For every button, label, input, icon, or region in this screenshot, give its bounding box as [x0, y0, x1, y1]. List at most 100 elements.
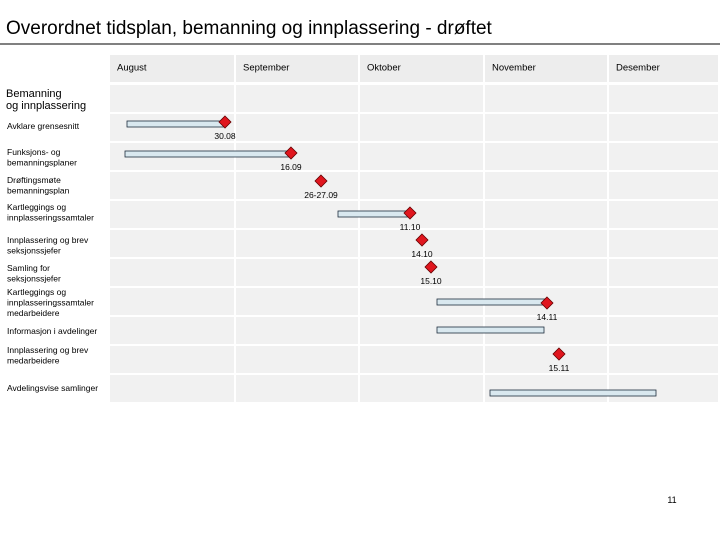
cell [609, 85, 718, 112]
page-number: 11 [667, 495, 676, 505]
month-header [110, 55, 234, 82]
month-label: August [117, 63, 147, 74]
milestone [424, 260, 438, 274]
milestone [540, 296, 554, 310]
cell [110, 346, 234, 373]
cell [236, 346, 358, 373]
cell [110, 259, 234, 286]
section-label: og innplassering [6, 100, 86, 112]
cell [485, 143, 607, 170]
cell [110, 114, 234, 141]
task-label: medarbeidere [7, 356, 60, 366]
task-label: Avklare grensesnitt [7, 121, 80, 131]
task-bar [124, 150, 291, 158]
month-header [609, 55, 718, 82]
cell [609, 317, 718, 344]
task-label: innplasseringssamtaler [7, 298, 94, 308]
cell [485, 172, 607, 199]
cell [236, 172, 358, 199]
month-header [236, 55, 358, 82]
milestone-date: 16.09 [280, 162, 302, 172]
milestone-date: 26-27.09 [304, 190, 338, 200]
month-header [485, 55, 607, 82]
cell [485, 375, 607, 402]
cell [110, 317, 234, 344]
cell [360, 85, 483, 112]
cell [110, 230, 234, 257]
milestone [415, 233, 429, 247]
cell [360, 346, 483, 373]
cell [110, 85, 234, 112]
milestone [403, 206, 417, 220]
task-bar [126, 120, 226, 128]
task-label: Kartleggings og [7, 287, 66, 297]
cell [609, 288, 718, 315]
cell [236, 317, 358, 344]
cell [236, 259, 358, 286]
task-label: bemanningsplaner [7, 158, 77, 168]
cell [609, 114, 718, 141]
cell [236, 114, 358, 141]
task-label: Innplassering og brev [7, 235, 89, 245]
cell [609, 375, 718, 402]
cell [110, 288, 234, 315]
milestone-date: 15.11 [549, 363, 570, 373]
task-label: seksjonssjefer [7, 274, 61, 284]
month-header [360, 55, 483, 82]
task-label: Innplassering og brev [7, 345, 89, 355]
milestone-date: 14.10 [411, 249, 433, 259]
milestone-date: 15.10 [420, 276, 442, 286]
month-label: Oktober [367, 63, 401, 74]
task-label: Samling for [7, 263, 50, 273]
month-label: September [243, 63, 289, 74]
task-label: Kartleggings og [7, 202, 66, 212]
task-bar [436, 298, 546, 306]
month-label: November [492, 63, 536, 74]
milestone [552, 347, 566, 361]
milestone [284, 146, 298, 160]
cell [485, 259, 607, 286]
task-label: Funksjons- og [7, 147, 61, 157]
cell [485, 114, 607, 141]
section-label: Bemanning [6, 88, 62, 100]
milestone [314, 174, 328, 188]
task-label: seksjonssjefer [7, 246, 61, 256]
task-bar [337, 210, 409, 218]
task-label: medarbeidere [7, 308, 60, 318]
cell [360, 114, 483, 141]
cell [360, 375, 483, 402]
task-label: Avdelingsvise samlinger [7, 383, 98, 393]
task-bar [489, 389, 657, 397]
task-label: Drøftingsmøte [7, 175, 61, 185]
milestone [218, 115, 232, 129]
task-label: innplasseringssamtaler [7, 213, 94, 223]
cell [236, 85, 358, 112]
cell [485, 346, 607, 373]
task-label: Informasjon i avdelinger [7, 326, 97, 336]
cell [609, 259, 718, 286]
cell [485, 201, 607, 228]
task-bar [436, 326, 545, 334]
cell [360, 143, 483, 170]
milestone-date: 11.10 [400, 222, 421, 232]
cell [609, 230, 718, 257]
milestone-date: 14.11 [537, 312, 558, 322]
milestone-date: 30.08 [214, 131, 236, 141]
cell [110, 375, 234, 402]
task-label: bemanningsplan [7, 186, 70, 196]
cell [360, 259, 483, 286]
title: Overordnet tidsplan, bemanning og innpla… [6, 18, 493, 39]
cell [609, 346, 718, 373]
month-label: Desember [616, 63, 660, 74]
cell [110, 172, 234, 199]
cell [236, 288, 358, 315]
cell [485, 85, 607, 112]
cell [110, 201, 234, 228]
cell [360, 172, 483, 199]
cell [485, 230, 607, 257]
cell [609, 143, 718, 170]
cell [609, 172, 718, 199]
cell [236, 230, 358, 257]
